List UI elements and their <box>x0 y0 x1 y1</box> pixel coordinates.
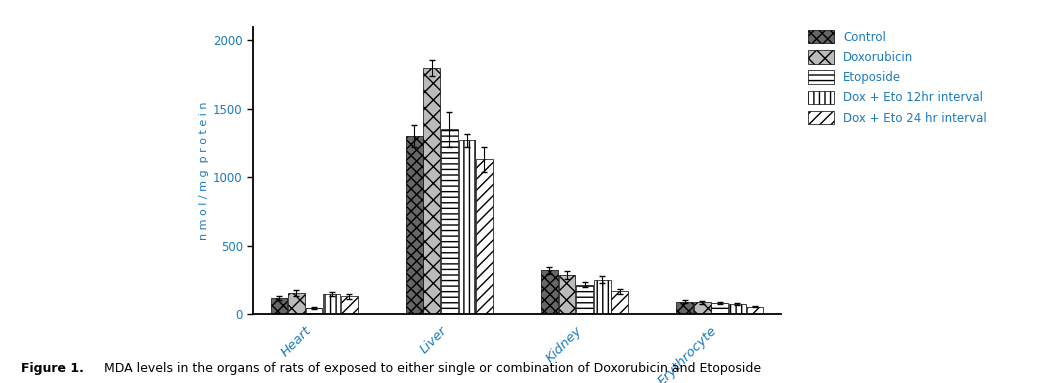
Bar <box>559 275 575 314</box>
Text: Figure 1.: Figure 1. <box>21 362 84 375</box>
Bar <box>541 270 558 314</box>
Bar <box>594 280 611 314</box>
Bar <box>323 294 340 314</box>
Bar <box>694 303 711 314</box>
Bar <box>747 306 764 314</box>
Bar <box>612 291 628 314</box>
Bar <box>676 302 693 314</box>
Bar <box>459 140 475 314</box>
Bar <box>476 159 493 314</box>
Bar <box>270 298 287 314</box>
Legend: Control, Doxorubicin, Etoposide, Dox + Eto 12hr interval, Dox + Eto 24 hr interv: Control, Doxorubicin, Etoposide, Dox + E… <box>808 30 986 124</box>
Bar <box>306 308 323 314</box>
Bar <box>341 296 358 314</box>
Bar <box>576 285 593 314</box>
Bar <box>441 129 458 314</box>
Bar <box>288 293 305 314</box>
Bar <box>711 303 728 314</box>
Bar <box>729 304 746 314</box>
Bar <box>423 68 440 314</box>
Text: MDA levels in the organs of rats of exposed to either single or combination of D: MDA levels in the organs of rats of expo… <box>100 362 762 375</box>
Y-axis label: n m o l / m g  p r o t e i n: n m o l / m g p r o t e i n <box>199 101 209 240</box>
Bar <box>406 136 422 314</box>
